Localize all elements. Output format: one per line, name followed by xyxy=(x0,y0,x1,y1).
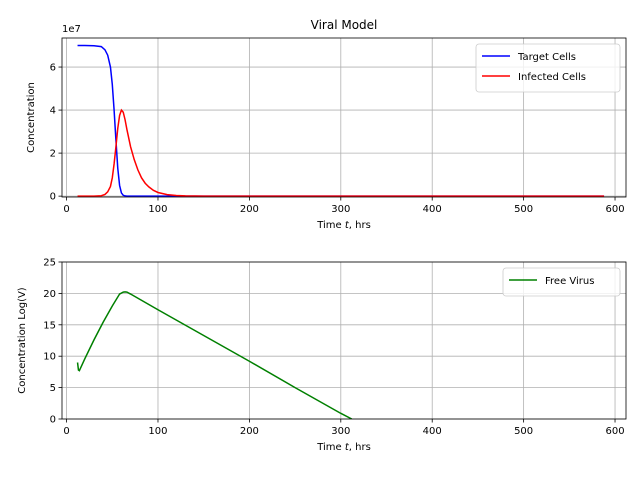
x-tick-label: 300 xyxy=(331,204,350,215)
legend-label: Target Cells xyxy=(517,52,576,63)
y-tick-label: 4 xyxy=(50,106,56,117)
legend: Target Cells Infected Cells xyxy=(475,43,621,93)
chart-title: Viral Model xyxy=(311,18,378,32)
x-tick-label: 100 xyxy=(148,426,167,437)
x-axis-label: Time t, hrs xyxy=(316,220,371,231)
legend-box xyxy=(475,43,621,93)
legend-label: Infected Cells xyxy=(518,72,586,83)
y-tick-label: 25 xyxy=(43,258,56,269)
axes-frame xyxy=(61,261,627,420)
legend-label: Free Virus xyxy=(545,276,594,287)
subplot-2: 0 100 200 300 400 500 600 0 5 10 15 20 25 Time t, hrs… xyxy=(17,258,627,453)
x-tick-label: 400 xyxy=(423,426,442,437)
y-tick-label: 20 xyxy=(43,289,56,300)
series-line-target-cells xyxy=(77,44,605,197)
x-tick-label: 0 xyxy=(63,426,69,437)
y-tick-label: 5 xyxy=(50,383,56,394)
x-tick-label: 600 xyxy=(605,204,624,215)
y-tick-label: 0 xyxy=(50,415,56,426)
series-line-infected-cells xyxy=(77,108,605,197)
y-tick-label: 2 xyxy=(50,149,56,160)
subplot-1: 0 100 200 300 400 500 600 0 2 4 6 1e7 Viral Model Tim… xyxy=(26,18,627,231)
x-tick-label: 200 xyxy=(240,204,259,215)
y-axis-label: Concentration Log(V) xyxy=(17,287,28,394)
x-tick-label: 500 xyxy=(514,204,533,215)
y-tick-label: 0 xyxy=(50,192,56,203)
legend: Free Virus xyxy=(502,267,621,297)
x-tick-label: 200 xyxy=(240,426,259,437)
x-axis-label: Time t, hrs xyxy=(316,442,371,453)
x-tick-label: 600 xyxy=(605,426,624,437)
y-tick-label: 6 xyxy=(50,63,56,74)
y-tick-label: 10 xyxy=(43,352,56,363)
y-offset-text: 1e7 xyxy=(62,24,81,35)
legend-box xyxy=(502,267,621,297)
y-axis-label: Concentration xyxy=(26,82,37,153)
x-tick-label: 400 xyxy=(423,204,442,215)
y-tick-label: 15 xyxy=(43,320,56,331)
axes-frame xyxy=(61,37,627,198)
x-tick-label: 0 xyxy=(63,204,69,215)
x-tick-label: 100 xyxy=(148,204,167,215)
x-tick-label: 300 xyxy=(331,426,350,437)
x-tick-label: 500 xyxy=(514,426,533,437)
series-line-free-virus xyxy=(76,291,353,419)
